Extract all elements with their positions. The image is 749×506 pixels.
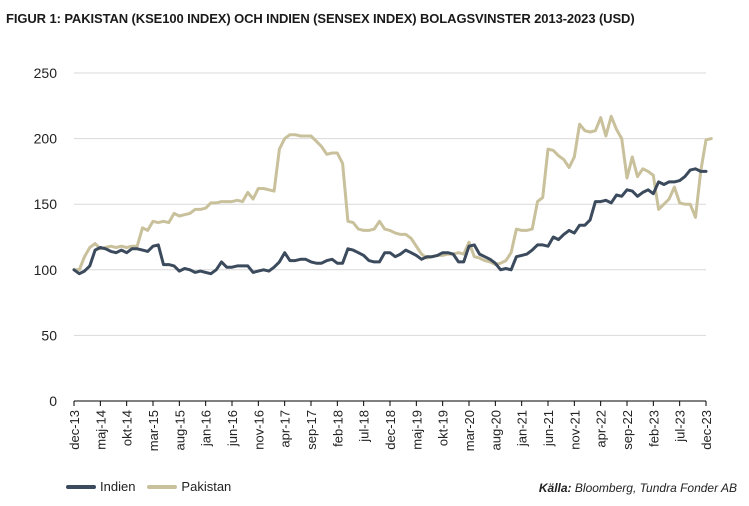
x-tick-label-jun-16: jun-16 xyxy=(225,410,240,447)
x-tick-label-apr-17: apr-17 xyxy=(278,410,293,448)
line-chart: 0 50 100 150 200 250 dec-13 maj-14 okt-14 mar-15… xyxy=(34,65,714,451)
x-tick-label-apr-22: apr-22 xyxy=(594,410,609,448)
x-axis: dec-13 maj-14 okt-14 mar-15 aug-15 jan-16 jun-… xyxy=(67,400,714,451)
x-tick-label-dec-13: dec-13 xyxy=(67,410,82,450)
legend-label-indien: Indien xyxy=(100,479,136,494)
source-text: Bloomberg, Tundra Fonder AB xyxy=(574,481,737,495)
grid-lines xyxy=(74,72,706,336)
x-tick-label-mar-15: mar-15 xyxy=(146,410,161,451)
y-tick-label-50: 50 xyxy=(41,327,57,343)
x-tick-label-nov-21: nov-21 xyxy=(567,410,582,450)
chart-title: FIGUR 1: PAKISTAN (KSE100 INDEX) OCH IND… xyxy=(6,11,635,26)
series-line-pakistan xyxy=(72,114,713,272)
y-tick-label-0: 0 xyxy=(49,393,57,409)
x-tick-label-feb-18: feb-18 xyxy=(330,410,345,447)
y-tick-label-150: 150 xyxy=(34,196,58,212)
source-note: Källa: Bloomberg, Tundra Fonder AB xyxy=(539,481,737,495)
x-tick-label-jan-21: jan-21 xyxy=(515,410,530,447)
x-tick-label-jul-23: jul-23 xyxy=(673,410,688,443)
x-tick-label-feb-23: feb-23 xyxy=(646,410,661,447)
x-tick-label-maj-14: maj-14 xyxy=(93,410,108,450)
x-tick-label-jul-18: jul-18 xyxy=(357,410,372,443)
legend-item-pakistan: Pakistan xyxy=(147,479,231,494)
x-tick-label-jan-16: jan-16 xyxy=(199,410,214,447)
x-tick-label-mar-20: mar-20 xyxy=(462,410,477,451)
legend-swatch-indien xyxy=(66,484,96,489)
x-tick-label-dec-23: dec-23 xyxy=(699,410,714,450)
legend: Indien Pakistan xyxy=(66,479,243,494)
legend-label-pakistan: Pakistan xyxy=(181,479,232,494)
x-tick-label-jun-21: jun-21 xyxy=(541,410,556,447)
x-tick-label-sep-17: sep-17 xyxy=(304,410,319,450)
x-tick-label-nov-16: nov-16 xyxy=(251,410,266,450)
x-tick-label-maj-19: maj-19 xyxy=(409,410,424,450)
x-tick-label-aug-20: aug-20 xyxy=(488,410,503,450)
x-tick-label-okt-14: okt-14 xyxy=(120,410,135,446)
y-tick-label-100: 100 xyxy=(34,262,58,278)
y-tick-label-200: 200 xyxy=(34,131,58,147)
legend-swatch-pakistan xyxy=(147,484,178,489)
x-tick-label-dec-18: dec-18 xyxy=(383,410,398,450)
source-label: Källa: xyxy=(538,481,572,495)
x-tick-label-sep-22: sep-22 xyxy=(620,410,635,450)
series-lines xyxy=(72,114,713,276)
y-axis-tick-labels: 0 50 100 150 200 250 xyxy=(34,65,58,409)
x-tick-label-okt-19: okt-19 xyxy=(436,410,451,446)
y-tick-label-250: 250 xyxy=(34,65,58,81)
legend-item-indien: Indien xyxy=(66,479,135,494)
series-line-indien xyxy=(72,167,708,276)
x-tick-label-aug-15: aug-15 xyxy=(172,410,187,450)
